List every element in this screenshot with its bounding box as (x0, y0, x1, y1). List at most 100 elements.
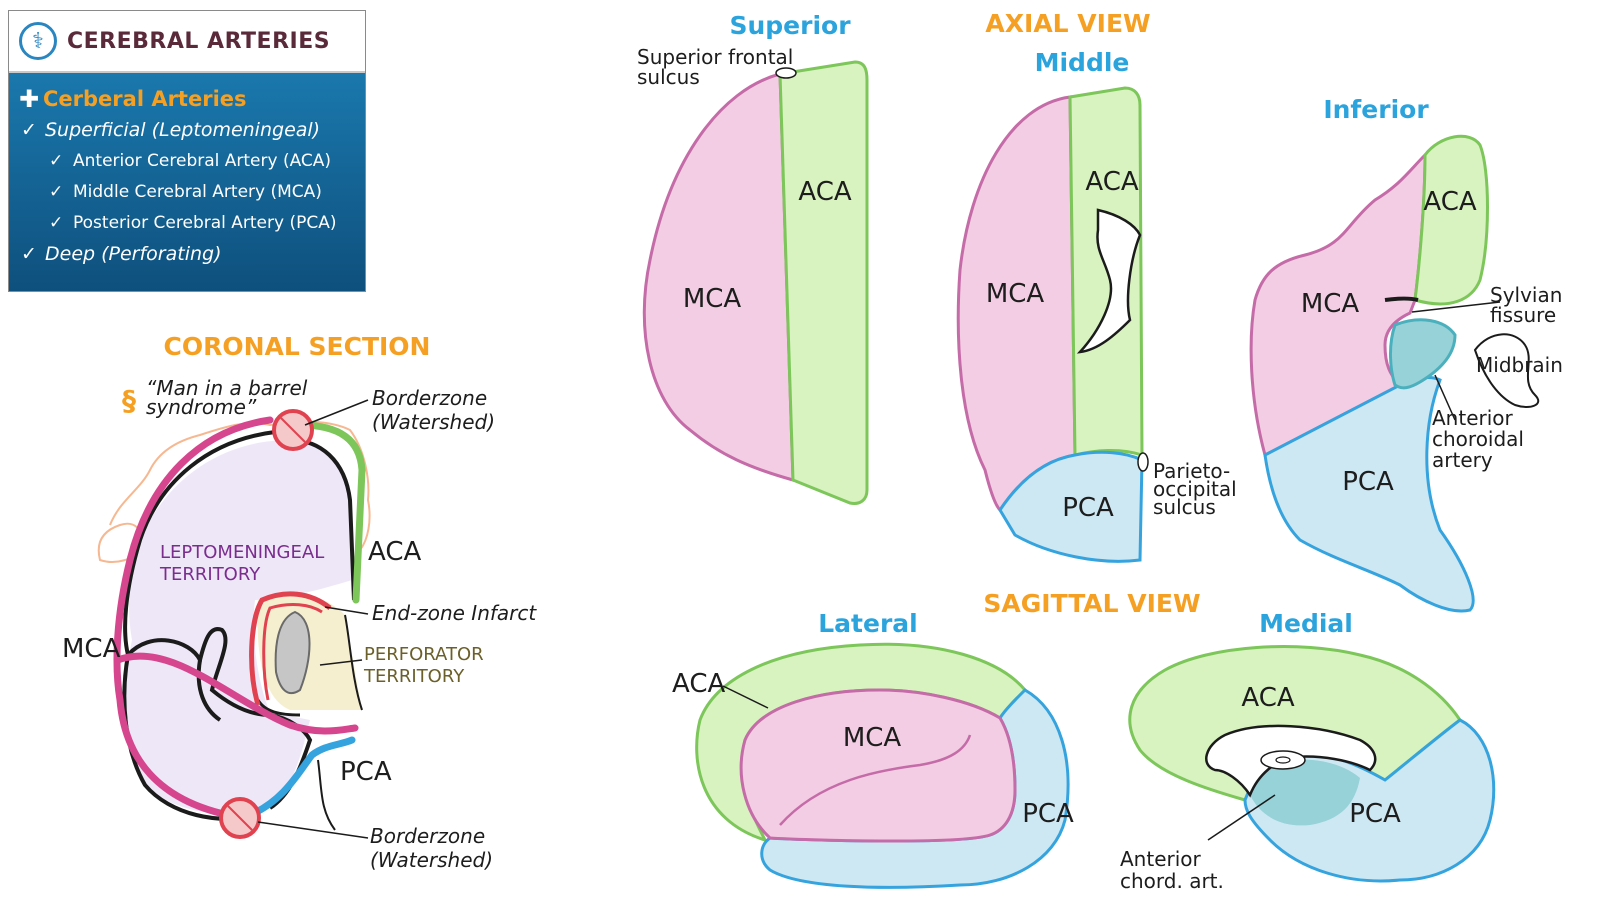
pca-artery (246, 736, 356, 819)
outline-item: ✚ Cerberal Arteries (19, 83, 355, 114)
midbrain-outline (1473, 333, 1540, 408)
borderzone-top-label: Borderzone (372, 386, 487, 410)
axial-middle-pca-region (998, 450, 1144, 563)
clinical-note: “Man in a barrel (146, 376, 308, 400)
sagittal-title: SAGITTAL VIEW (983, 589, 1200, 618)
outline-item-label: Anterior Cerebral Artery (ACA) (73, 150, 332, 171)
outline-item-label: Deep (Perforating) (45, 242, 222, 265)
leader-line (319, 659, 363, 666)
sagittal-lateral-pca-label: PCA (1022, 799, 1074, 829)
midbrain-label: Midbrain (1476, 353, 1563, 377)
title-panel: ⚕ CEREBRAL ARTERIES ✚ Cerberal Arteries … (8, 10, 366, 292)
sylvian-fissure-label-line2: fissure (1490, 303, 1556, 327)
outline-item-label: Middle Cerebral Artery (MCA) (73, 181, 322, 202)
axial-superior-aca-region (778, 60, 869, 505)
lateral-sulcus-line (779, 734, 972, 826)
anterior-chord-art-label-line2: chord. art. (1120, 869, 1224, 893)
plus-icon: ✚ (19, 84, 40, 113)
borderzone-marker-bottom (219, 797, 261, 839)
check-icon: ✓ (21, 118, 37, 141)
page-title: CEREBRAL ARTERIES (67, 28, 331, 54)
basal-ganglia-edge (256, 699, 301, 717)
superior-frontal-sulcus-marker (775, 67, 797, 79)
sylvian-fissure-mark (1384, 296, 1419, 302)
anterior-choroidal-artery-label-line2: choroidal (1432, 427, 1524, 451)
outline-item: ✓ Middle Cerebral Artery (MCA) (19, 176, 355, 207)
sylvian-fissure-outline (126, 627, 313, 810)
outline-item: ✓ Anterior Cerebral Artery (ACA) (19, 145, 355, 176)
parieto-occipital-sulcus-label-line2: occipital (1153, 477, 1237, 501)
outline-item-label: Posterior Cerebral Artery (PCA) (73, 212, 337, 233)
axial-inferior-aca-region (1413, 134, 1489, 306)
mca-artery (113, 416, 274, 819)
insula-outline (196, 659, 222, 722)
thalamus-center (1275, 756, 1291, 764)
axial-superior: Superior Superior frontal sulcus ACA MCA (637, 11, 869, 505)
leptomeningeal-label: LEPTOMENINGEAL (160, 542, 324, 563)
end-zone-infarct-label: End-zone Infarct (372, 601, 537, 625)
leader-line (722, 685, 769, 709)
sagittal-lateral-title: Lateral (818, 609, 917, 638)
axial-superior-mca-region (642, 72, 795, 482)
title-bar: ⚕ CEREBRAL ARTERIES (9, 11, 365, 73)
axial-inferior-mca-label: MCA (1301, 289, 1360, 319)
anterior-choroidal-artery-label-line3: artery (1432, 448, 1493, 472)
pca-tissue-edge (317, 759, 336, 831)
check-icon: ✓ (49, 150, 64, 171)
lateral-ventricle (1076, 208, 1142, 354)
end-zone-infarct-inner (262, 603, 323, 701)
sagittal-medial-pca-label: PCA (1349, 799, 1401, 829)
borderzone-marker-top (272, 409, 314, 451)
clinical-note-line2: syndrome” (146, 395, 257, 419)
axial-superior-aca-label: ACA (798, 177, 851, 207)
outline-item: ✓ Posterior Cerebral Artery (PCA) (19, 207, 355, 238)
axial-middle-title: Middle (1035, 48, 1130, 77)
check-icon: ✓ (49, 212, 64, 233)
caduceus-icon: ⚕ (19, 22, 57, 60)
sagittal-lateral-mca-region (739, 688, 1017, 843)
mca-deep-branch (114, 652, 359, 735)
clinical-note-icon: § (122, 384, 136, 417)
axial-middle-pca-label: PCA (1062, 493, 1114, 523)
brain-outline-left (123, 430, 276, 656)
ventricle (274, 610, 311, 695)
superior-frontal-sulcus-label: Superior frontal (637, 45, 793, 69)
outline-item-label: Cerberal Arteries (43, 86, 247, 111)
homunculus-outline (109, 420, 371, 551)
axial-inferior: Inferior ACA MCA PCA Sylvian fissure Mid… (1249, 95, 1563, 613)
anterior-choroidal-territory (1389, 318, 1457, 390)
leader-line (1207, 794, 1276, 841)
leader-line (1434, 374, 1456, 421)
axial-middle-mca-label: MCA (986, 279, 1045, 309)
leader-line (324, 606, 369, 615)
leptomeningeal-label-line2: TERRITORY (159, 564, 261, 585)
sagittal-view: SAGITTAL VIEW Lateral ACA MCA PCA Medial… (672, 589, 1496, 893)
axial-superior-title: Superior (729, 11, 851, 40)
sylvian-fissure-label: Sylvian (1490, 283, 1562, 307)
borderzone-top-label-line2: (Watershed) (372, 410, 495, 434)
check-icon: ✓ (21, 242, 37, 265)
leader-line (304, 399, 369, 426)
axial-view: AXIAL VIEW Superior Superior frontal sul… (637, 9, 1563, 613)
axial-middle-aca-label: ACA (1085, 167, 1138, 197)
anterior-chord-art-label: Anterior (1120, 847, 1202, 871)
leader-line (1411, 301, 1501, 313)
topic-outline: ✚ Cerberal Arteries ✓ Superficial (Lepto… (9, 73, 365, 291)
axial-inferior-aca-label: ACA (1423, 187, 1476, 217)
axial-inferior-pca-label: PCA (1342, 467, 1394, 497)
outline-item-label: Superficial (Leptomeningeal) (45, 118, 321, 141)
perforator-label: PERFORATOR (364, 644, 484, 665)
outline-item: ✓ Superficial (Leptomeningeal) (19, 114, 355, 145)
anterior-choroidal-artery-label: Anterior (1432, 406, 1514, 430)
end-zone-infarct (249, 591, 332, 706)
sagittal-medial-aca-label: ACA (1241, 683, 1294, 713)
axial-middle: Middle ACA MCA PCA Parieto- occipital su… (956, 48, 1237, 563)
axial-inferior-title: Inferior (1323, 95, 1429, 124)
borderzone-bottom-label: Borderzone (370, 824, 485, 848)
outline-item: ✓ Deep (Perforating) (19, 238, 355, 269)
parieto-occipital-sulcus-label: Parieto- (1153, 459, 1230, 483)
axial-superior-mca-label: MCA (683, 284, 742, 314)
sagittal-lateral-mca-label: MCA (843, 723, 902, 753)
borderzone-bottom-label-line2: (Watershed) (370, 848, 493, 872)
